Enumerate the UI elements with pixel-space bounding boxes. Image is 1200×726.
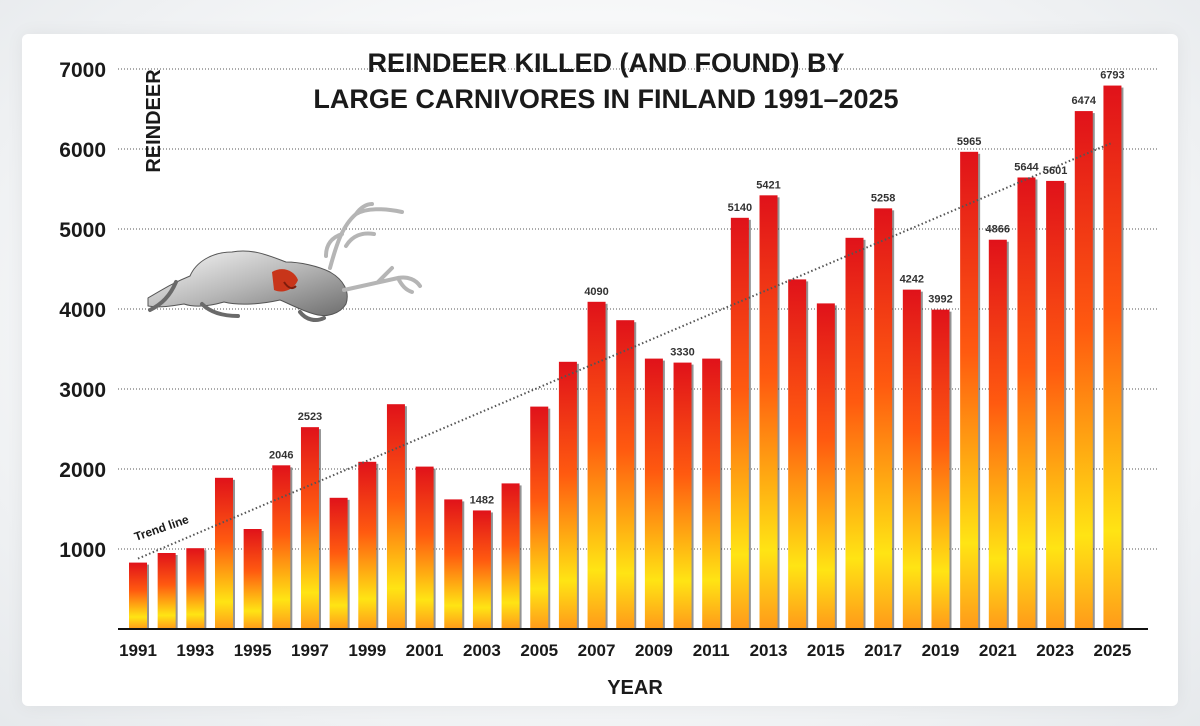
bar-2009 <box>644 358 663 629</box>
bar-1999 <box>358 461 377 629</box>
bar-1995 <box>243 529 262 629</box>
bar-2016 <box>845 237 864 630</box>
bar-2003 <box>472 510 491 629</box>
trend-line <box>137 141 1113 560</box>
data-label-2013: 5421 <box>756 179 780 191</box>
y-tick-2000: 2000 <box>59 459 106 482</box>
data-label-2007: 4090 <box>584 286 608 298</box>
bar-2013 <box>759 195 778 629</box>
bar-2014 <box>788 279 807 629</box>
y-tick-labels: 1000 2000 3000 4000 5000 6000 7000 <box>59 59 106 562</box>
data-label-2022: 5644 <box>1014 161 1039 173</box>
chart-title-line-2: LARGE CARNIVORES IN FINLAND 1991–2025 <box>313 84 898 114</box>
x-tick-1995: 1995 <box>234 641 272 660</box>
x-tick-2009: 2009 <box>635 641 673 660</box>
bar-2023 <box>1046 180 1065 630</box>
data-label-2018: 4242 <box>900 274 924 286</box>
x-axis-label: YEAR <box>607 677 663 699</box>
bar-2004 <box>501 483 520 629</box>
gridlines <box>118 68 1158 550</box>
x-tick-1997: 1997 <box>291 641 329 660</box>
bar-2005 <box>530 406 549 629</box>
data-label-2024: 6474 <box>1072 95 1097 107</box>
data-label-2021: 4866 <box>986 224 1010 236</box>
x-tick-2013: 2013 <box>750 641 788 660</box>
data-label-2012: 5140 <box>728 202 752 214</box>
data-label-1996: 2046 <box>269 449 293 461</box>
y-tick-3000: 3000 <box>59 379 106 402</box>
data-label-2020: 5965 <box>957 136 981 148</box>
bar-2020 <box>960 151 979 630</box>
data-label-2025: 6793 <box>1100 70 1124 82</box>
data-label-2003: 1482 <box>470 494 494 506</box>
bar-2017 <box>874 208 893 630</box>
x-tick-1999: 1999 <box>348 641 386 660</box>
bar-2006 <box>558 361 577 629</box>
bar-2008 <box>616 320 635 629</box>
y-tick-5000: 5000 <box>59 219 106 242</box>
x-tick-2019: 2019 <box>922 641 960 660</box>
data-label-2019: 3992 <box>928 294 952 306</box>
bar-2025 <box>1103 85 1122 629</box>
bar-2015 <box>816 303 835 629</box>
x-tick-2005: 2005 <box>520 641 558 660</box>
x-tick-2025: 2025 <box>1094 641 1132 660</box>
x-tick-2023: 2023 <box>1036 641 1074 660</box>
bar-1998 <box>329 497 348 629</box>
x-tick-2015: 2015 <box>807 641 845 660</box>
x-tick-2003: 2003 <box>463 641 501 660</box>
data-label-1997: 2523 <box>298 411 322 423</box>
bar-2024 <box>1074 111 1093 629</box>
y-tick-7000: 7000 <box>59 59 106 82</box>
x-tick-2021: 2021 <box>979 641 1017 660</box>
y-tick-1000: 1000 <box>59 539 106 562</box>
bar-2018 <box>902 289 921 629</box>
bar-1991 <box>129 562 147 629</box>
bar-1994 <box>214 477 233 629</box>
x-tick-2001: 2001 <box>406 641 444 660</box>
data-label-2017: 5258 <box>871 192 895 204</box>
data-labels: 2046 2523 1482 4090 3330 5140 5421 5258 4242 3992… <box>269 70 1125 507</box>
y-axis-label: REINDEER <box>143 69 165 173</box>
x-tick-1991: 1991 <box>119 641 157 660</box>
bar-2007 <box>587 301 606 629</box>
bar-2011 <box>702 358 721 629</box>
bar-2022 <box>1017 177 1036 630</box>
bar-2002 <box>444 499 463 629</box>
bar-2010 <box>673 362 692 629</box>
bar-1993 <box>186 548 205 629</box>
bar-1996 <box>272 465 291 629</box>
bar-2019 <box>931 309 950 629</box>
bar-1997 <box>300 427 319 629</box>
data-label-2010: 3330 <box>670 347 694 359</box>
y-tick-4000: 4000 <box>59 299 106 322</box>
chart-title-line-1: REINDEER KILLED (AND FOUND) BY <box>368 48 845 78</box>
data-label-2023: 5601 <box>1043 165 1067 177</box>
bar-2012 <box>730 217 749 630</box>
bar-1992 <box>157 553 176 629</box>
y-tick-6000: 6000 <box>59 139 106 162</box>
bar-2021 <box>988 239 1007 629</box>
x-tick-2011: 2011 <box>693 641 730 660</box>
x-tick-2007: 2007 <box>578 641 616 660</box>
x-tick-2017: 2017 <box>864 641 902 660</box>
x-tick-1993: 1993 <box>176 641 214 660</box>
bar-2001 <box>415 466 434 629</box>
reindeer-illustration <box>147 202 422 322</box>
x-tick-labels: 1991 1993 1995 1997 1999 2001 2003 2005 2007 2009… <box>119 641 1131 660</box>
bars <box>129 85 1124 630</box>
bar-2000 <box>386 404 405 629</box>
